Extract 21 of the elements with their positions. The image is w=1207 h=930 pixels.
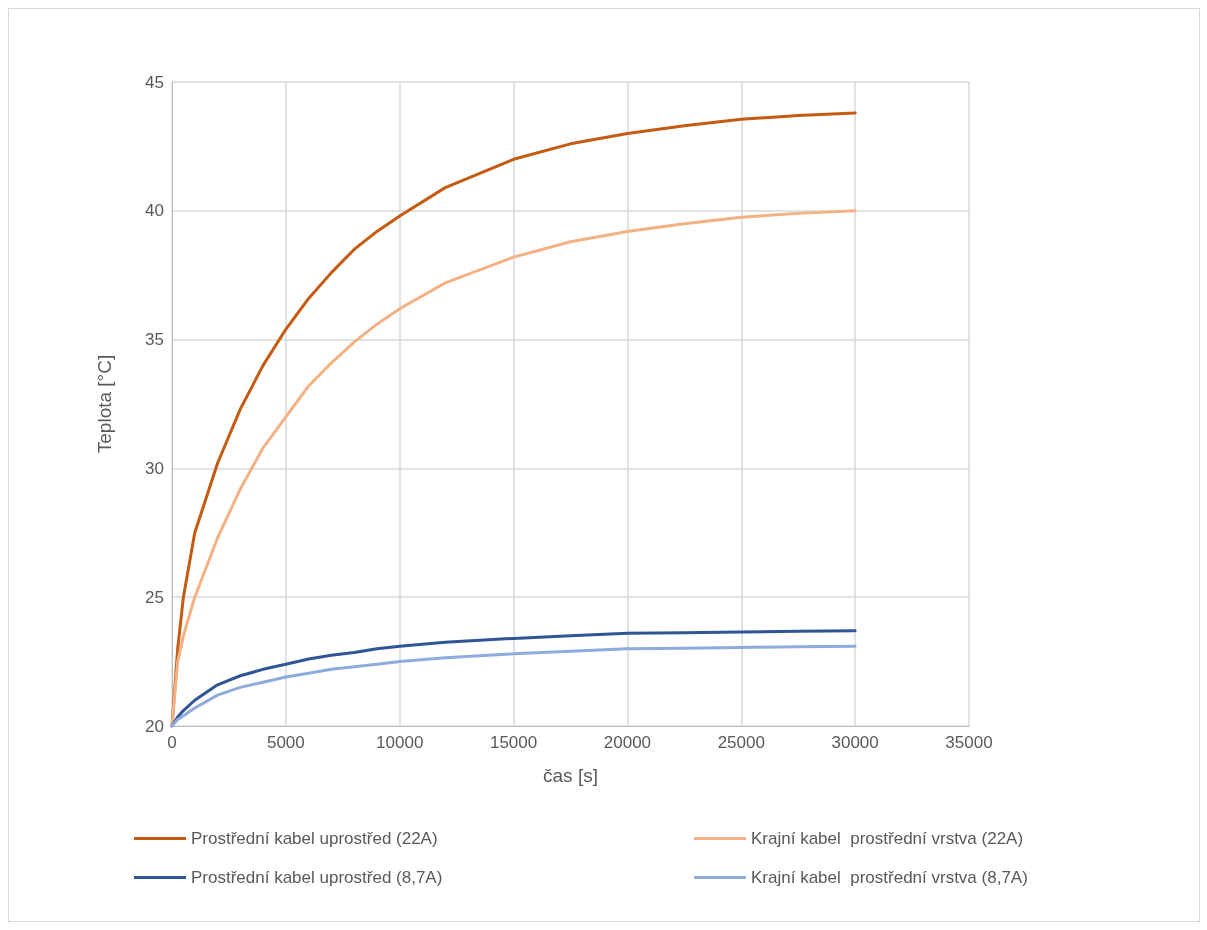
x-axis-title: čas [s] — [543, 765, 598, 786]
y-tick-label: 30 — [145, 458, 164, 478]
x-tick-label: 30000 — [831, 733, 879, 752]
y-tick-label: 35 — [145, 330, 164, 350]
legend-label: Prostřední kabel uprostřed (22A) — [191, 829, 438, 848]
legend-label: Krajní kabel prostřední vrstva (8,7A) — [751, 868, 1028, 887]
y-axis-title: Teplota [°C] — [94, 354, 115, 454]
x-tick-label: 15000 — [489, 733, 538, 752]
x-tick-label: 25000 — [717, 733, 765, 752]
y-tick-label: 40 — [145, 201, 164, 221]
legend-label: Prostřední kabel uprostřed (8,7A) — [191, 868, 443, 887]
x-tick-label: 0 — [167, 733, 177, 752]
legend-label: Krajní kabel prostřední vrstva (22A) — [751, 829, 1024, 848]
x-tick-label: 20000 — [603, 733, 652, 752]
y-tick-label: 20 — [145, 716, 164, 736]
x-tick-label: 35000 — [945, 733, 993, 752]
y-tick-label: 45 — [145, 72, 164, 92]
x-tick-label: 5000 — [266, 733, 305, 752]
x-tick-label: 10000 — [376, 733, 424, 752]
y-tick-label: 25 — [145, 587, 164, 607]
line-series — [170, 644, 857, 728]
